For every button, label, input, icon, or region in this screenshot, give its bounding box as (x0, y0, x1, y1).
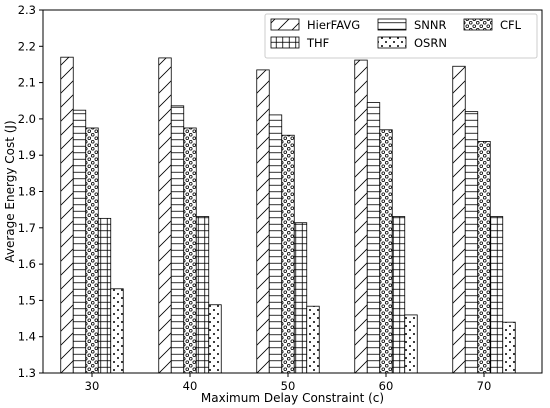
y-tick-label: 1.7 (18, 221, 36, 235)
legend-swatch-cfl (463, 18, 493, 31)
bar-hierfavg-60 (354, 59, 368, 374)
legend-label-osrn: OSRN (414, 36, 447, 50)
bar-snnr-60 (366, 102, 381, 374)
bar-osrn-40 (208, 304, 222, 374)
bar-cfl-50 (281, 134, 295, 374)
y-tick-label: 2.2 (18, 39, 36, 53)
bar-snnr-70 (464, 111, 479, 374)
legend-swatch-thf (270, 36, 300, 49)
bar-snnr-40 (170, 105, 185, 374)
bar-cfl-30 (85, 127, 99, 374)
y-tick-label: 1.8 (18, 185, 36, 199)
bar-osrn-70 (502, 321, 516, 374)
y-tick-label: 1.6 (18, 257, 36, 271)
bar-hierfavg-40 (158, 57, 172, 374)
x-axis: 30 40 50 60 70 (85, 373, 492, 393)
legend: HierFAVG SNNR CFL THF OSRN (264, 13, 538, 59)
x-axis-title: Maximum Delay Constraint (c) (201, 391, 384, 405)
bar-cfl-40 (183, 127, 197, 374)
y-tick-label: 1.3 (18, 366, 36, 380)
legend-label-snnr: SNNR (414, 18, 447, 32)
x-tick-label: 50 (281, 379, 296, 393)
legend-swatch-snnr (377, 18, 407, 31)
bar-snnr-50 (268, 114, 283, 374)
bar-thf-70 (489, 216, 504, 374)
y-tick-label: 1.5 (18, 293, 36, 307)
bar-osrn-30 (110, 288, 124, 374)
y-axis-title: Average Energy Cost (J) (3, 120, 17, 262)
legend-swatch-hierfavg (270, 18, 300, 31)
bar-osrn-60 (404, 314, 418, 374)
y-tick-label: 2.0 (18, 112, 36, 126)
y-tick-label: 1.9 (18, 148, 36, 162)
bar-thf-30 (97, 217, 112, 374)
bar-hierfavg-50 (256, 69, 270, 374)
bar-thf-50 (293, 222, 308, 374)
legend-label-thf: THF (306, 36, 329, 50)
x-tick-label: 60 (379, 379, 394, 393)
legend-label-cfl: CFL (500, 18, 522, 32)
bars-group (60, 56, 516, 374)
x-tick-label: 30 (85, 379, 100, 393)
bar-hierfavg-30 (60, 56, 74, 374)
y-tick-label: 2.1 (18, 76, 36, 90)
bar-osrn-50 (306, 305, 320, 374)
bar-cfl-70 (477, 141, 491, 374)
plot-frame (42, 9, 543, 374)
x-tick-label: 70 (477, 379, 492, 393)
bar-thf-60 (391, 216, 406, 374)
bar-thf-40 (195, 216, 210, 374)
bar-snnr-30 (72, 109, 87, 374)
y-axis: 1.3 1.4 1.5 1.6 1.7 1.8 1.9 2.0 2.1 2.2 2.3 (18, 3, 43, 380)
y-tick-label: 1.4 (18, 330, 36, 344)
legend-swatch-osrn (377, 36, 407, 49)
bar-cfl-60 (379, 129, 393, 374)
bar-hierfavg-70 (452, 65, 466, 374)
y-tick-label: 2.3 (18, 3, 36, 17)
x-tick-label: 40 (183, 379, 198, 393)
legend-label-hierfavg: HierFAVG (307, 18, 360, 32)
